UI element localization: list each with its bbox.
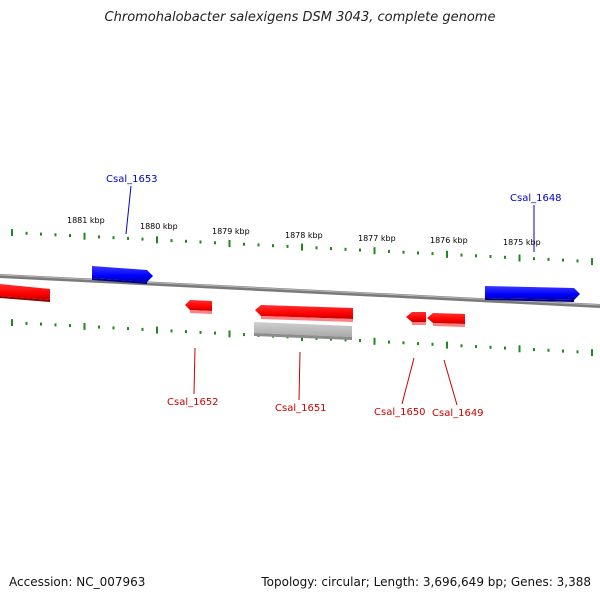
scale-label: 1881 kbp (67, 216, 105, 225)
scale-label: 1878 kbp (285, 231, 323, 240)
gene-csal-1653[interactable] (92, 266, 153, 284)
scale-ticks-reverse (11, 319, 593, 357)
gene-csal-1651-pseudo (254, 322, 352, 340)
gene-label: Csal_1653 (106, 174, 158, 185)
accession-info: Accession: NC_007963 (9, 575, 146, 589)
gene-label-leader (298, 351, 301, 401)
scale-ticks-forward (11, 229, 593, 266)
map-title: Chromohalobacter salexigens DSM 3043, co… (104, 10, 496, 25)
scale-label: 1880 kbp (140, 222, 178, 231)
gene-label: Csal_1650 (374, 407, 426, 418)
gene-label: Csal_1649 (432, 408, 484, 419)
gene-partial-left (0, 284, 50, 302)
scale-label: 1875 kbp (503, 238, 541, 247)
gene-label-leader (193, 347, 196, 395)
genome-summary: Topology: circular; Length: 3,696,649 bp… (261, 575, 591, 589)
gene-csal-1651[interactable] (255, 305, 353, 322)
gene-csal-1652[interactable] (185, 300, 212, 314)
gene-label: Csal_1651 (275, 403, 327, 414)
gene-csal-1648[interactable] (485, 286, 580, 302)
gene-label-leader (125, 185, 132, 235)
gene-label: Csal_1652 (167, 397, 219, 408)
scale-label: 1879 kbp (212, 227, 250, 236)
gene-csal-1649[interactable] (427, 313, 465, 327)
scale-label: 1877 kbp (358, 234, 396, 243)
genome-backbone-highlight (0, 274, 600, 306)
gene-label-leader (443, 359, 458, 406)
genome-backbone (0, 274, 600, 308)
gene-label-leader (401, 357, 415, 405)
gene-csal-1650[interactable] (406, 312, 426, 325)
scale-label: 1876 kbp (430, 236, 468, 245)
gene-label: Csal_1648 (510, 193, 562, 204)
